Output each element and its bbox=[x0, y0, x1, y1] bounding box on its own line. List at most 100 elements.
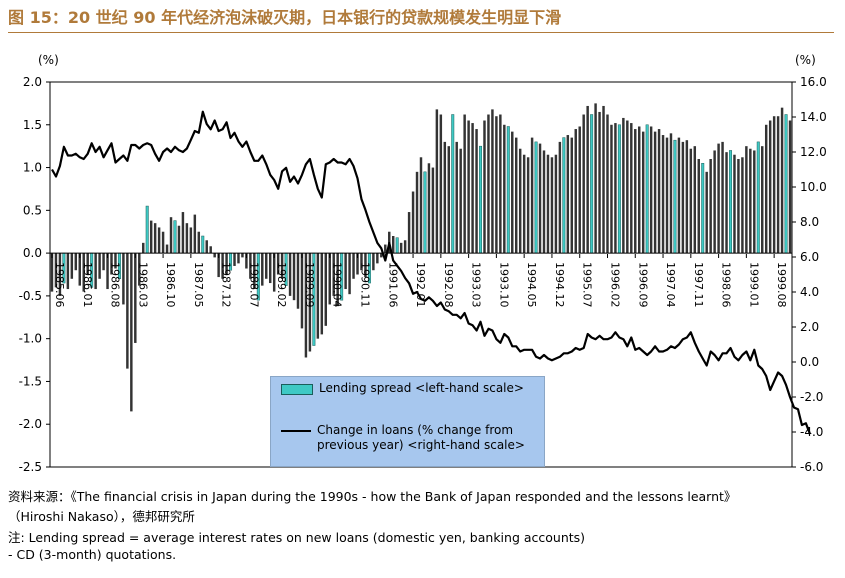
spread-bar bbox=[380, 253, 383, 258]
spread-bar bbox=[459, 148, 462, 254]
x-tick-label: 1997.11 bbox=[692, 262, 705, 308]
loans-change-line bbox=[51, 110, 811, 435]
spread-bar bbox=[772, 116, 776, 254]
spread-bar bbox=[764, 124, 768, 254]
right-axis-unit: (%) bbox=[795, 53, 816, 67]
spread-bar bbox=[522, 154, 526, 254]
spread-bar bbox=[538, 143, 542, 254]
spread-bar bbox=[419, 157, 423, 254]
spread-bar bbox=[423, 171, 427, 254]
spread-bar bbox=[181, 212, 185, 254]
spread-bar bbox=[455, 141, 458, 254]
spread-bar bbox=[189, 227, 193, 254]
x-tick-label: 1986.10 bbox=[164, 262, 177, 308]
spread-bar bbox=[729, 150, 732, 254]
x-tick-label: 1996.02 bbox=[608, 262, 621, 308]
spread-bar bbox=[645, 124, 649, 254]
spread-bar bbox=[213, 253, 216, 258]
spread-bar bbox=[634, 129, 637, 254]
spread-bar bbox=[265, 253, 268, 279]
legend-item-lending-spread: Lending spread <left-hand scale> bbox=[281, 381, 524, 396]
spread-bar bbox=[58, 253, 62, 296]
title-divider bbox=[8, 32, 834, 33]
spread-bar bbox=[657, 129, 661, 254]
spread-bar bbox=[316, 253, 320, 339]
left-tick-label: -2.0 bbox=[19, 417, 42, 431]
spread-bar bbox=[98, 253, 101, 279]
spread-bar bbox=[145, 205, 149, 254]
spread-bar bbox=[114, 253, 117, 269]
chart-svg: (%) (%) 2.0 1.5 1.0 0.5 0.0 -0.5 -1.0 -1.5 -2.0 -2.… bbox=[19, 53, 827, 474]
spread-bar bbox=[665, 137, 669, 254]
spread-bar bbox=[157, 227, 161, 254]
spread-bar bbox=[197, 231, 201, 254]
legend-item-change-in-loans: Change in loans (% change from previous … bbox=[281, 423, 525, 453]
x-tick-label: 1986.01 bbox=[81, 262, 94, 308]
spread-bar bbox=[487, 114, 490, 254]
spread-bar bbox=[205, 240, 208, 254]
spread-bar bbox=[372, 253, 375, 271]
spread-bar bbox=[344, 253, 347, 290]
spread-bar bbox=[701, 163, 705, 254]
spread-bar bbox=[451, 114, 455, 254]
left-tick-label: 0.0 bbox=[23, 246, 42, 260]
spread-bar bbox=[328, 253, 331, 305]
spread-bar bbox=[749, 148, 752, 254]
x-tick-label: 1991.06 bbox=[386, 262, 399, 308]
spread-bar bbox=[598, 111, 601, 254]
spread-bar bbox=[395, 237, 399, 254]
spread-bar bbox=[403, 240, 407, 254]
spread-bar bbox=[574, 129, 577, 254]
spread-bar bbox=[495, 116, 498, 254]
left-axis-unit: (%) bbox=[38, 53, 59, 67]
spread-bar bbox=[594, 103, 597, 254]
spread-bar bbox=[717, 143, 720, 254]
spread-bar bbox=[304, 253, 308, 358]
spread-bar bbox=[630, 123, 633, 254]
x-tick-label: 1994.05 bbox=[525, 262, 538, 308]
spread-bar bbox=[725, 152, 728, 254]
x-tick-label: 1998.06 bbox=[720, 262, 733, 308]
x-tick-label: 1993.03 bbox=[470, 262, 483, 308]
spread-bar bbox=[780, 107, 784, 254]
spread-bar bbox=[106, 253, 109, 290]
right-tick-label: 8.0 bbox=[800, 215, 819, 229]
spread-bar bbox=[153, 223, 157, 254]
x-tick-label: 1987.12 bbox=[220, 262, 233, 308]
spread-bar bbox=[566, 135, 570, 254]
spread-bar bbox=[439, 114, 443, 254]
spread-bar bbox=[511, 131, 514, 254]
spread-bar bbox=[542, 150, 546, 254]
spread-bar bbox=[165, 244, 169, 254]
spread-bar bbox=[110, 253, 113, 275]
x-tick-label: 1999.01 bbox=[747, 262, 760, 308]
author-note: （Hiroshi Nakaso），德邦研究所 bbox=[8, 509, 195, 524]
left-tick-label: -1.5 bbox=[19, 374, 42, 388]
bar-swatch-icon bbox=[281, 384, 313, 395]
spread-bar bbox=[761, 146, 764, 254]
x-tick-label: 1989.02 bbox=[275, 262, 288, 308]
spread-bar bbox=[526, 157, 530, 254]
right-tick-label: 10.0 bbox=[800, 180, 827, 194]
left-tick-label: 1.0 bbox=[23, 161, 42, 175]
left-tick-label: -1.0 bbox=[19, 332, 42, 346]
right-tick-label: -4.0 bbox=[800, 425, 823, 439]
spread-bar bbox=[784, 114, 788, 254]
spread-bar bbox=[479, 145, 482, 254]
spread-bar bbox=[499, 114, 502, 254]
spread-bar bbox=[308, 253, 312, 352]
spread-bar bbox=[292, 253, 296, 301]
spread-bar bbox=[50, 253, 54, 292]
spread-bar bbox=[86, 253, 89, 275]
spread-bar bbox=[399, 242, 403, 254]
spread-bar bbox=[142, 242, 145, 254]
spread-bar bbox=[737, 159, 740, 254]
spread-bar bbox=[122, 253, 125, 305]
spread-bar bbox=[570, 137, 574, 254]
spread-bar bbox=[431, 167, 435, 254]
spread-bar bbox=[241, 253, 244, 258]
spread-bar bbox=[209, 246, 212, 254]
legend-label-change-in-loans-2: previous year) <right-hand scale> bbox=[317, 438, 525, 452]
spread-bar bbox=[562, 137, 566, 254]
legend-label-lending-spread: Lending spread <left-hand scale> bbox=[319, 381, 524, 395]
